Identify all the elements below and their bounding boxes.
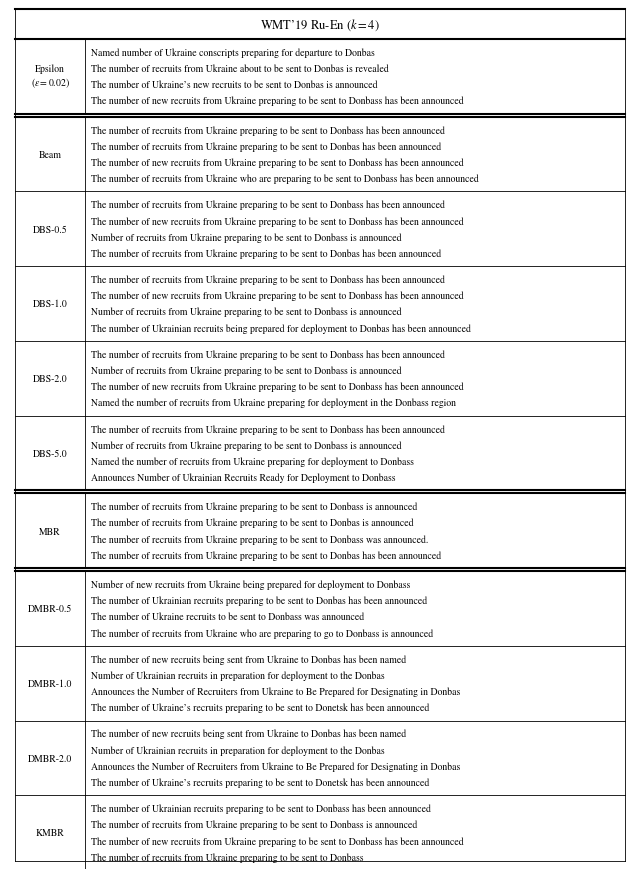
Text: The number of Ukrainian recruits preparing to be sent to Donbass has been announ: The number of Ukrainian recruits prepari… bbox=[91, 804, 431, 813]
Text: The number of recruits from Ukraine preparing to be sent to Donbass is announced: The number of recruits from Ukraine prep… bbox=[91, 502, 417, 512]
Text: WMT’19 Ru-En ($k = 4$): WMT’19 Ru-En ($k = 4$) bbox=[260, 17, 380, 33]
Text: The number of recruits from Ukraine preparing to be sent to Donbas has been anno: The number of recruits from Ukraine prep… bbox=[91, 249, 441, 259]
Text: The number of recruits from Ukraine preparing to be sent to Donbass has been ann: The number of recruits from Ukraine prep… bbox=[91, 201, 445, 210]
Text: The number of recruits from Ukraine preparing to be sent to Donbas is announced: The number of recruits from Ukraine prep… bbox=[91, 518, 413, 527]
Text: The number of recruits from Ukraine preparing to be sent to Donbass: The number of recruits from Ukraine prep… bbox=[91, 852, 364, 862]
Text: DBS-0.5: DBS-0.5 bbox=[33, 225, 67, 235]
Text: The number of recruits from Ukraine who are preparing to be sent to Donbass has : The number of recruits from Ukraine who … bbox=[91, 175, 479, 184]
Text: The number of new recruits from Ukraine preparing to be sent to Donbass has been: The number of new recruits from Ukraine … bbox=[91, 291, 464, 301]
Text: The number of Ukrainian recruits being prepared for deployment to Donbas has bee: The number of Ukrainian recruits being p… bbox=[91, 323, 471, 333]
Text: DBS-1.0: DBS-1.0 bbox=[33, 300, 67, 309]
Text: DBS-2.0: DBS-2.0 bbox=[33, 374, 67, 383]
Text: The number of Ukraine recruits to be sent to Donbass was announced: The number of Ukraine recruits to be sen… bbox=[91, 612, 364, 621]
Text: The number of recruits from Ukraine preparing to be sent to Donbass has been ann: The number of recruits from Ukraine prep… bbox=[91, 424, 445, 434]
Text: Announces Number of Ukrainian Recruits Ready for Deployment to Donbass: Announces Number of Ukrainian Recruits R… bbox=[91, 473, 396, 482]
Text: The number of Ukraine’s new recruits to be sent to Donbas is announced: The number of Ukraine’s new recruits to … bbox=[91, 81, 378, 90]
Text: DMBR-1.0: DMBR-1.0 bbox=[28, 679, 72, 688]
Text: DMBR-0.5: DMBR-0.5 bbox=[28, 604, 72, 614]
Text: Epsilon
($\epsilon = 0.02$): Epsilon ($\epsilon = 0.02$) bbox=[31, 64, 70, 90]
Text: The number of new recruits from Ukraine preparing to be sent to Donbass has been: The number of new recruits from Ukraine … bbox=[91, 836, 464, 846]
Text: The number of Ukraine’s recruits preparing to be sent to Donetsk has been announ: The number of Ukraine’s recruits prepari… bbox=[91, 778, 429, 787]
Text: The number of recruits from Ukraine preparing to be sent to Donbas has been anno: The number of recruits from Ukraine prep… bbox=[91, 551, 441, 561]
Text: DMBR-2.0: DMBR-2.0 bbox=[28, 753, 72, 763]
Text: The number of new recruits from Ukraine preparing to be sent to Donbass has been: The number of new recruits from Ukraine … bbox=[91, 96, 464, 106]
Text: The number of recruits from Ukraine about to be sent to Donbas is revealed: The number of recruits from Ukraine abou… bbox=[91, 64, 389, 74]
Text: The number of recruits from Ukraine preparing to be sent to Donbass has been ann: The number of recruits from Ukraine prep… bbox=[91, 126, 445, 136]
Text: The number of recruits from Ukraine preparing to be sent to Donbass was announce: The number of recruits from Ukraine prep… bbox=[91, 534, 429, 544]
Text: The number of new recruits from Ukraine preparing to be sent to Donbass has been: The number of new recruits from Ukraine … bbox=[91, 216, 464, 226]
Text: Number of recruits from Ukraine preparing to be sent to Donbass is announced: Number of recruits from Ukraine preparin… bbox=[91, 441, 402, 450]
Text: The number of new recruits from Ukraine preparing to be sent to Donbass has been: The number of new recruits from Ukraine … bbox=[91, 158, 464, 168]
Text: Number of Ukrainian recruits in preparation for deployment to the Donbas: Number of Ukrainian recruits in preparat… bbox=[91, 671, 385, 680]
Text: Named the number of recruits from Ukraine preparing for deployment in the Donbas: Named the number of recruits from Ukrain… bbox=[91, 398, 456, 408]
Text: The number of recruits from Ukraine who are preparing to go to Donbass is announ: The number of recruits from Ukraine who … bbox=[91, 628, 433, 638]
Text: Announces the Number of Recruiters from Ukraine to Be Prepared for Designating i: Announces the Number of Recruiters from … bbox=[91, 687, 460, 696]
Text: The number of recruits from Ukraine preparing to be sent to Donbass is announced: The number of recruits from Ukraine prep… bbox=[91, 819, 417, 829]
Text: The number of Ukrainian recruits preparing to be sent to Donbas has been announc: The number of Ukrainian recruits prepari… bbox=[91, 596, 428, 606]
Text: The number of recruits from Ukraine preparing to be sent to Donbass has been ann: The number of recruits from Ukraine prep… bbox=[91, 275, 445, 285]
Text: Beam: Beam bbox=[38, 150, 61, 160]
Text: The number of recruits from Ukraine preparing to be sent to Donbas has been anno: The number of recruits from Ukraine prep… bbox=[91, 142, 441, 152]
Text: MBR: MBR bbox=[39, 527, 61, 536]
Text: Number of recruits from Ukraine preparing to be sent to Donbass is announced: Number of recruits from Ukraine preparin… bbox=[91, 233, 402, 242]
Text: Named the number of recruits from Ukraine preparing for deployment to Donbass: Named the number of recruits from Ukrain… bbox=[91, 457, 414, 467]
Text: Number of Ukrainian recruits in preparation for deployment to the Donbas: Number of Ukrainian recruits in preparat… bbox=[91, 745, 385, 755]
Text: Number of recruits from Ukraine preparing to be sent to Donbass is announced: Number of recruits from Ukraine preparin… bbox=[91, 308, 402, 317]
Text: Announces the Number of Recruiters from Ukraine to Be Prepared for Designating i: Announces the Number of Recruiters from … bbox=[91, 761, 460, 771]
Text: KMBR: KMBR bbox=[36, 828, 65, 838]
Text: Number of recruits from Ukraine preparing to be sent to Donbass is announced: Number of recruits from Ukraine preparin… bbox=[91, 366, 402, 375]
Text: The number of new recruits from Ukraine preparing to be sent to Donbass has been: The number of new recruits from Ukraine … bbox=[91, 382, 464, 392]
Text: Named number of Ukraine conscripts preparing for departure to Donbas: Named number of Ukraine conscripts prepa… bbox=[91, 48, 375, 58]
Text: The number of new recruits being sent from Ukraine to Donbas has been named: The number of new recruits being sent fr… bbox=[91, 654, 406, 664]
Text: Number of new recruits from Ukraine being prepared for deployment to Donbass: Number of new recruits from Ukraine bein… bbox=[91, 580, 410, 589]
Text: The number of new recruits being sent from Ukraine to Donbas has been named: The number of new recruits being sent fr… bbox=[91, 729, 406, 739]
Text: The number of Ukraine’s recruits preparing to be sent to Donetsk has been announ: The number of Ukraine’s recruits prepari… bbox=[91, 703, 429, 713]
Text: The number of recruits from Ukraine preparing to be sent to Donbass has been ann: The number of recruits from Ukraine prep… bbox=[91, 350, 445, 360]
Text: DBS-5.0: DBS-5.0 bbox=[33, 448, 67, 458]
